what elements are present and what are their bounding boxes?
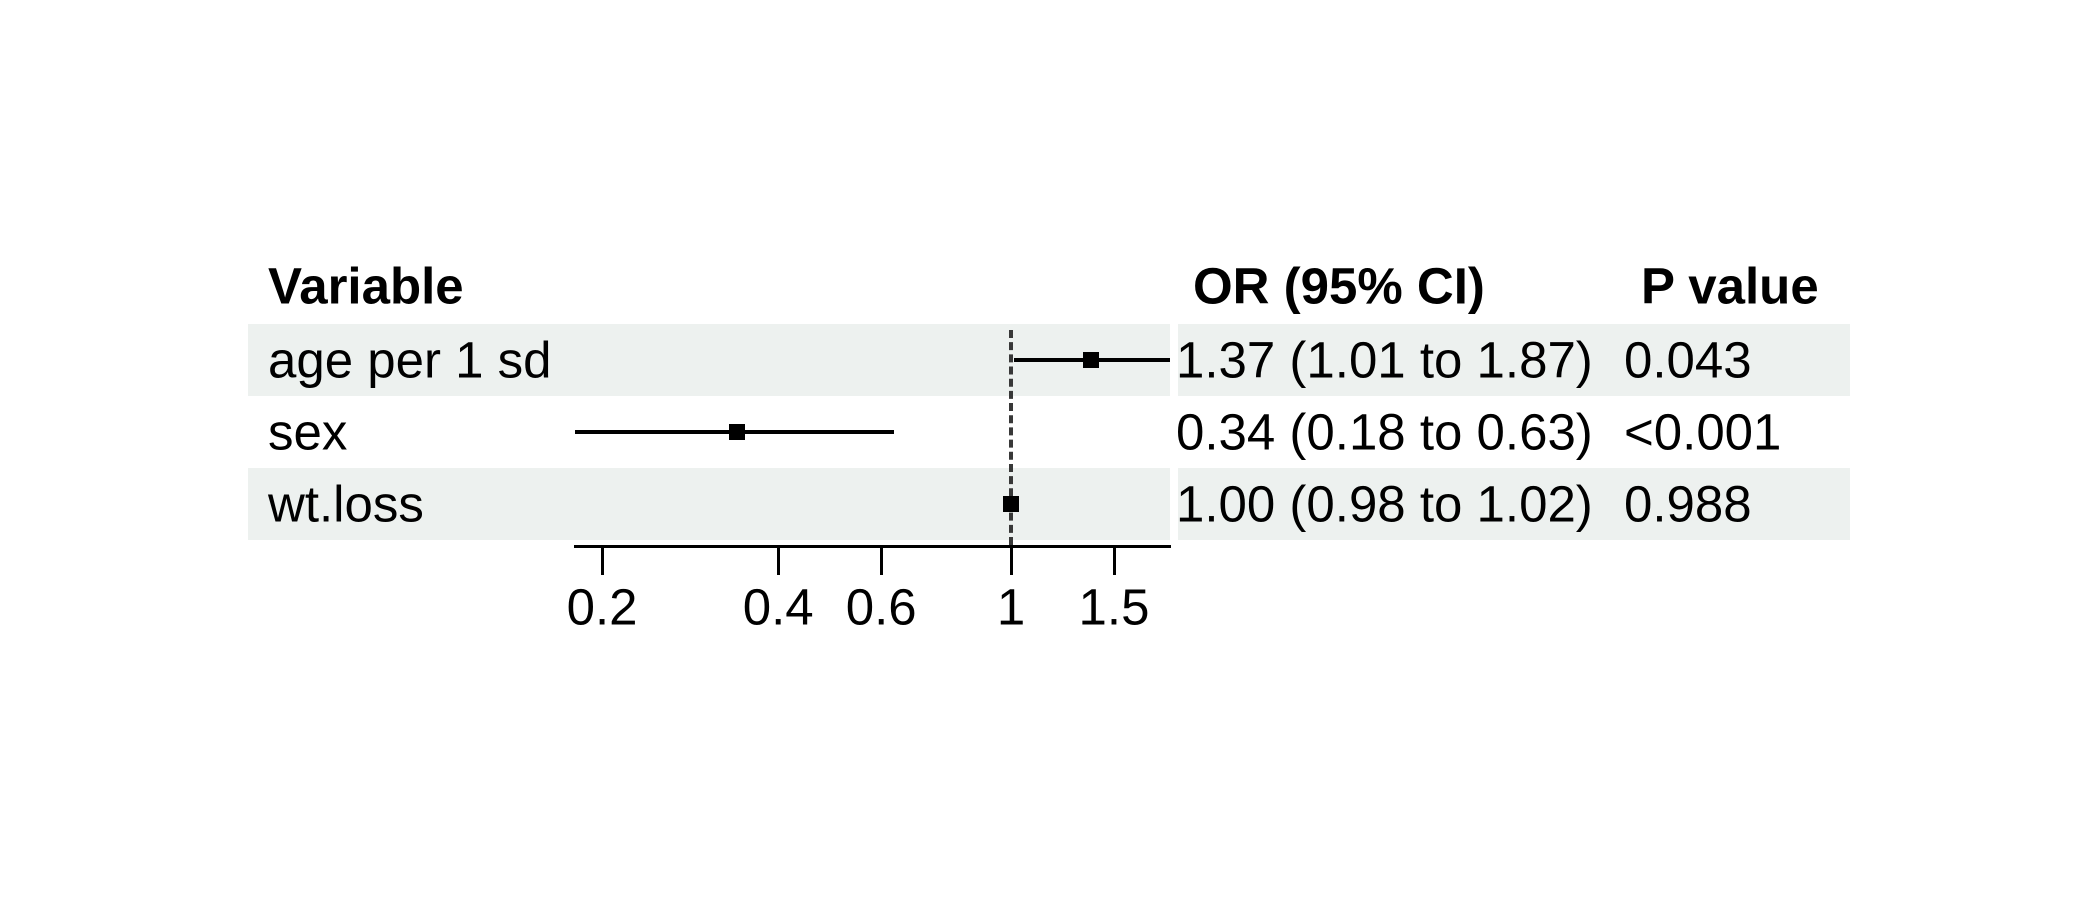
x-axis-tick-label: 0.4 <box>742 578 814 636</box>
or-ci-value: 1.37 (1.01 to 1.87) <box>1176 331 1593 389</box>
variable-label: age per 1 sd <box>268 331 552 389</box>
variable-label: sex <box>268 403 348 461</box>
p-value: 0.988 <box>1624 475 1752 533</box>
p-value: <0.001 <box>1624 403 1782 461</box>
x-axis-tick-label: 1.5 <box>1078 578 1150 636</box>
or-ci-value: 0.34 (0.18 to 0.63) <box>1176 403 1593 461</box>
or-marker <box>1082 352 1099 368</box>
column-header-p-value: P value <box>1641 257 1819 315</box>
variable-label: wt.loss <box>268 475 424 533</box>
column-header-variable: Variable <box>268 257 464 315</box>
x-axis-tick-label: 0.2 <box>566 578 638 636</box>
x-axis-line <box>574 545 1171 548</box>
x-axis-tick-label: 1 <box>996 578 1026 636</box>
or-marker <box>728 424 745 440</box>
p-value: 0.043 <box>1624 331 1752 389</box>
column-header-or-ci: OR (95% CI) <box>1193 257 1485 315</box>
reference-line <box>1009 330 1013 545</box>
or-ci-value: 1.00 (0.98 to 1.02) <box>1176 475 1593 533</box>
row-stripe <box>1178 468 1850 540</box>
x-axis-tick <box>600 545 604 575</box>
x-axis-tick <box>1009 545 1013 575</box>
x-axis-tick <box>1112 545 1116 575</box>
x-axis-tick <box>879 545 883 575</box>
row-stripe <box>1178 324 1850 396</box>
x-axis-tick <box>776 545 780 575</box>
or-marker <box>1003 496 1019 512</box>
x-axis-tick-label: 0.6 <box>845 578 917 636</box>
